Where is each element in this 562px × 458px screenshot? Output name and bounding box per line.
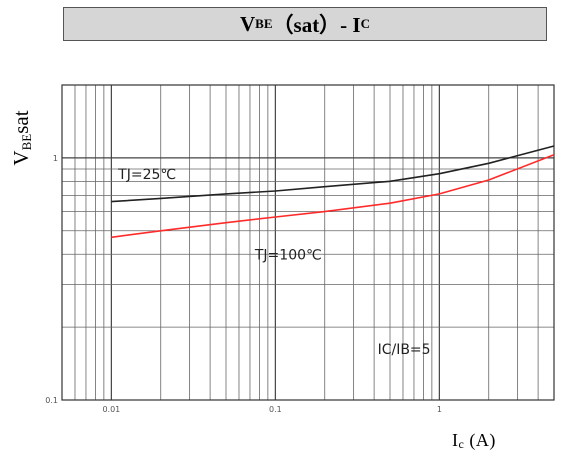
series-group (111, 145, 555, 239)
title-sub: BE (255, 16, 273, 31)
y-tick-label: 0.1 (45, 396, 58, 405)
xlabel-main: I (452, 430, 459, 450)
title-main: V (240, 11, 256, 36)
xlabel-rest: (A) (464, 430, 496, 450)
grid-lines (62, 85, 554, 400)
annotation-label: IC/IB=5 (378, 342, 431, 358)
x-tick-label: 1 (437, 405, 442, 414)
y-tick-label: 1 (53, 154, 58, 163)
x-axis-label: Ic (A) (452, 430, 496, 452)
annotation-label: TJ=25℃ (117, 167, 176, 183)
xlabel-sub: c (458, 437, 465, 451)
series-line-2 (111, 154, 555, 239)
series-line-1 (111, 145, 555, 203)
x-tick-label: 0.1 (269, 405, 282, 414)
title-sub2: C (360, 16, 370, 31)
title-rest: （sat）- I (272, 13, 361, 37)
tick-labels: 0.01 0.1 1 0.1 1 (45, 154, 442, 414)
annotations: TJ=25℃ TJ=100℃ IC/IB=5 (117, 167, 430, 358)
plot-frame (61, 84, 555, 401)
x-tick-label: 0.01 (102, 405, 120, 414)
annotation-label: TJ=100℃ (254, 248, 322, 264)
